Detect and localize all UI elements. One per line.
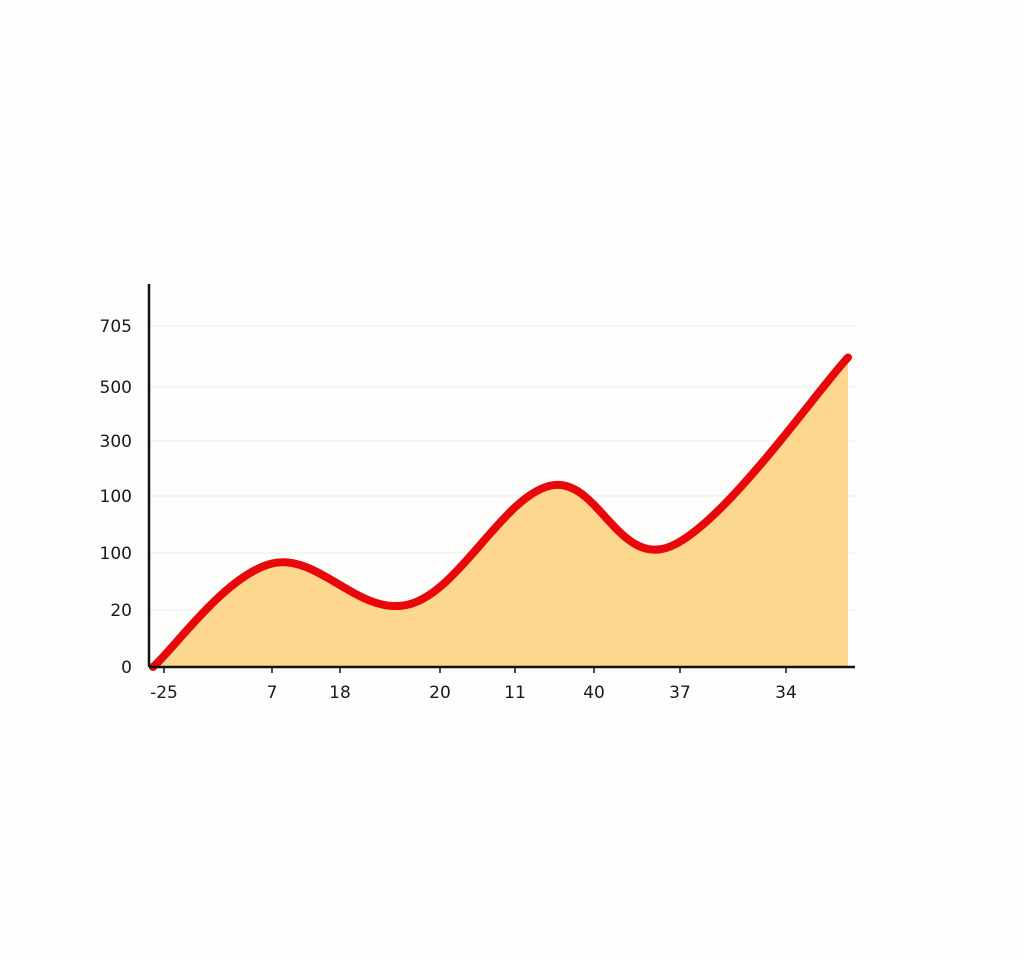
y-axis-ticks: 0 20 100 100 300 500 705 (100, 317, 132, 678)
x-tick-label: -25 (150, 683, 178, 703)
x-tick-label: 11 (504, 683, 526, 703)
series-line (149, 353, 852, 671)
y-tick-label: 100 (100, 487, 132, 507)
y-tick-label: 100 (100, 544, 132, 564)
y-tick-label: 500 (100, 378, 132, 398)
y-tick-label: 300 (100, 432, 132, 452)
series-area-fill (153, 357, 848, 667)
y-tick-label: 0 (121, 658, 132, 678)
x-tick-label: 7 (267, 683, 278, 703)
y-tick-label: 20 (110, 601, 132, 621)
x-tick-label: 37 (669, 683, 691, 703)
x-tick-label: 18 (329, 683, 351, 703)
x-axis-ticks: -25 7 18 20 11 40 37 34 (150, 667, 797, 703)
y-tick-label: 705 (100, 317, 132, 337)
x-tick-label: 34 (775, 683, 797, 703)
x-tick-label: 40 (583, 683, 605, 703)
x-tick-label: 20 (429, 683, 451, 703)
